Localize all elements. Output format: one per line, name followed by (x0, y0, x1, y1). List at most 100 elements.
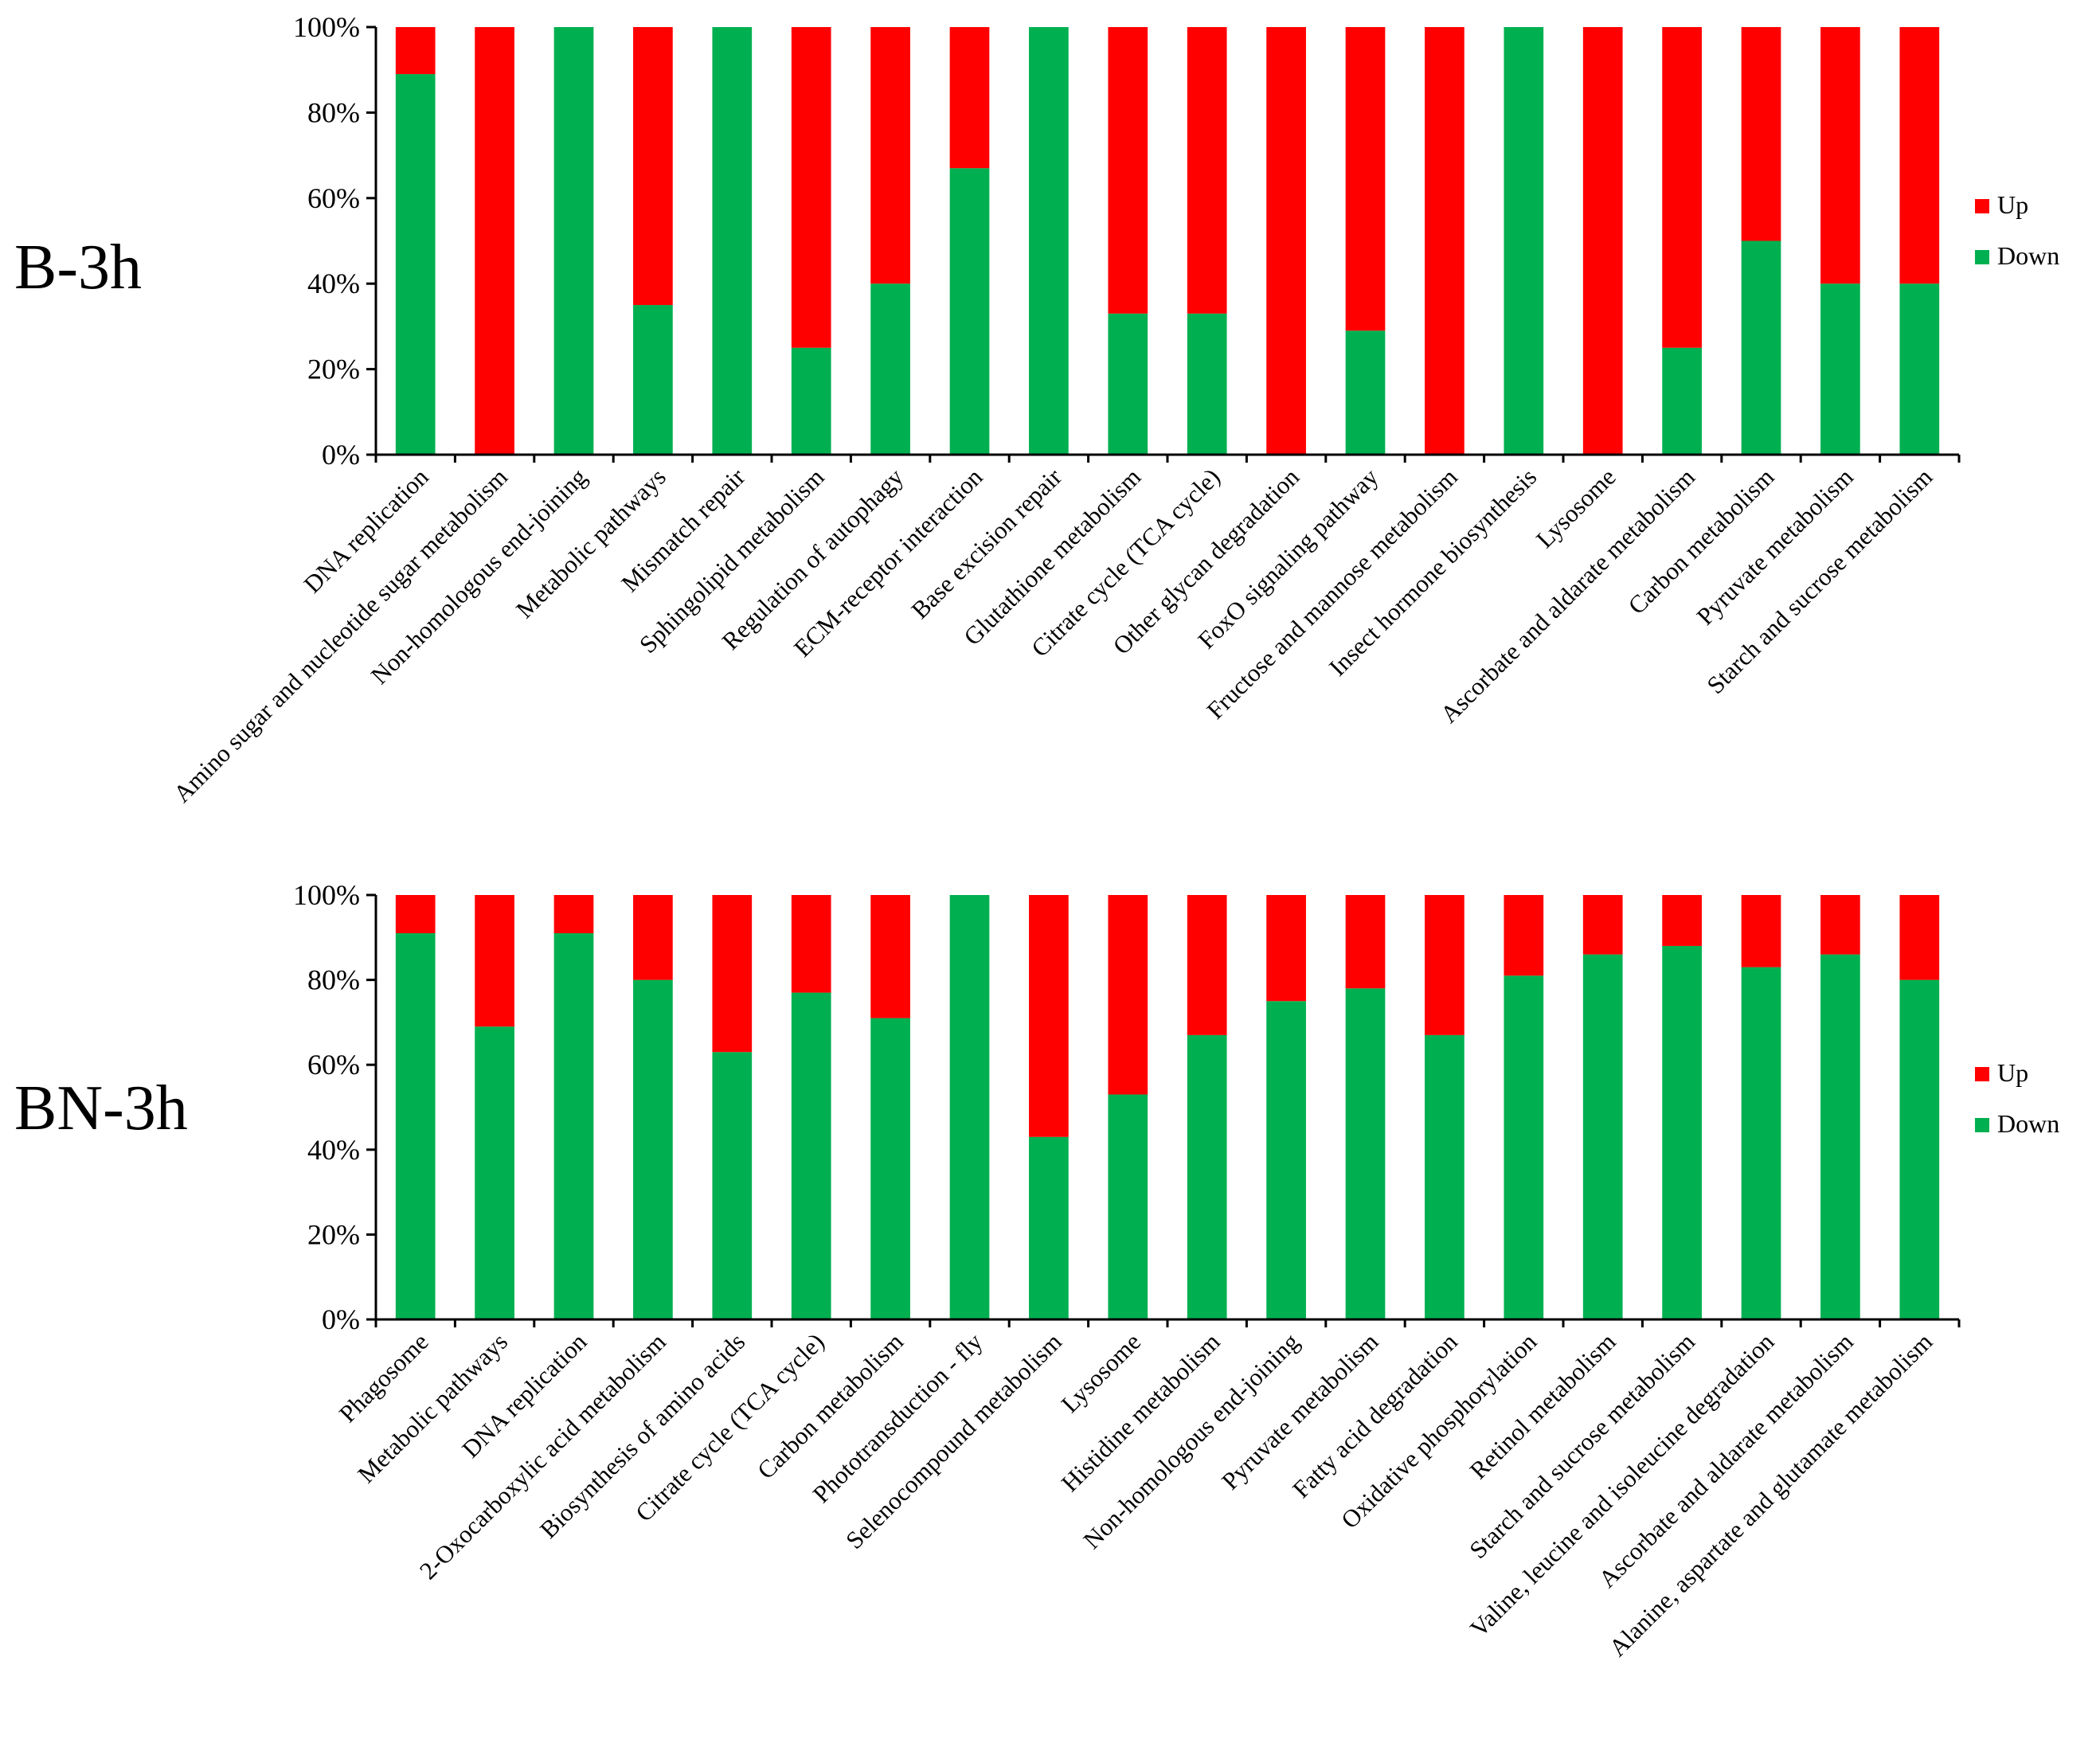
chart-2-title: BN-3h (14, 1073, 188, 1143)
chart-2-y-tick-label-0: 0% (322, 1304, 360, 1335)
chart-2-bar-down-4 (633, 979, 673, 1319)
chart-1-bar-up-10 (1108, 27, 1148, 314)
chart-1-y-tick-label-2: 40% (307, 268, 360, 299)
chart-2-bar-up-7 (870, 895, 910, 1018)
chart-2-y-tick-label-3: 60% (307, 1049, 360, 1081)
chart-1-bar-down-13 (1345, 330, 1386, 455)
chart-2-bar-up-11 (1187, 895, 1227, 1035)
chart-2-bar-up-1 (395, 895, 436, 933)
chart-2-bar-up-17 (1662, 895, 1702, 946)
chart-1-bar-down-10 (1108, 313, 1148, 455)
chart-2-bar-up-20 (1899, 895, 1940, 980)
chart-2-legend-up-swatch (1975, 1067, 1989, 1081)
chart-2-y-tick-label-5: 100% (293, 879, 360, 911)
chart-1-y-tick-label-3: 60% (307, 182, 360, 214)
chart-2-bar-up-13 (1345, 895, 1386, 989)
chart-1-category-label-9: Base excision repair (905, 463, 1067, 624)
chart-1-legend-up-swatch (1975, 199, 1989, 213)
chart-2-legend-down-swatch (1975, 1118, 1989, 1132)
chart-1-legend-up-label: Up (1997, 190, 2028, 219)
chart-2-bar-down-10 (1108, 1094, 1148, 1319)
chart-2-bar-down-11 (1187, 1034, 1227, 1319)
chart-2-bar-down-2 (475, 1026, 514, 1319)
chart-2-y-tick-label-1: 20% (307, 1218, 360, 1250)
chart-1-bar-up-4 (633, 27, 673, 306)
chart-2-bar-down-9 (1029, 1136, 1069, 1319)
chart-2-bar-up-19 (1820, 895, 1860, 955)
chart-2-category-label-7: Carbon metabolism (752, 1327, 909, 1484)
chart-1-bar-down-8 (949, 168, 990, 455)
chart-2-bar-up-15 (1504, 895, 1544, 976)
chart-1-bar-up-19 (1820, 27, 1860, 284)
chart-2-bar-up-6 (791, 895, 831, 993)
chart-1-bar-up-20 (1899, 27, 1940, 284)
chart-2-bar-down-5 (712, 1052, 753, 1319)
chart-1-bar-up-1 (395, 27, 436, 75)
chart-1-bar-down-19 (1820, 283, 1860, 455)
chart-2-bar-up-10 (1108, 895, 1148, 1095)
chart-2-category-label-2: Metabolic pathways (352, 1327, 513, 1488)
chart-1-category-label-4: Metabolic pathways (510, 463, 671, 623)
chart-1-bar-down-15 (1504, 27, 1544, 455)
chart-2-bar-down-19 (1820, 954, 1860, 1319)
chart-1-bar-down-4 (633, 305, 673, 455)
chart-1-bar-down-17 (1662, 347, 1702, 455)
chart-2-legend-down-label: Down (1997, 1109, 2059, 1138)
chart-1-legend-down-swatch (1975, 250, 1989, 264)
chart-2-bar-up-16 (1582, 895, 1623, 955)
chart-2-bar-up-9 (1029, 895, 1069, 1137)
chart-1-y-tick-label-4: 80% (307, 96, 360, 128)
chart-2-category-label-16: Retinol metabolism (1465, 1327, 1621, 1484)
chart-1-bar-up-14 (1425, 27, 1465, 455)
chart-2-bar-down-12 (1266, 1001, 1306, 1319)
chart-1-bar-up-11 (1187, 27, 1227, 314)
chart-2-legend-up-label: Up (1997, 1058, 2028, 1087)
chart-1-bar-down-11 (1187, 313, 1227, 455)
chart-2-bar-up-4 (633, 895, 673, 980)
chart-2-bar-up-2 (475, 895, 514, 1027)
chart-2-bar-down-13 (1345, 988, 1386, 1319)
chart-1-title: B-3h (14, 233, 142, 303)
chart-1-y-tick-label-5: 100% (293, 11, 360, 43)
chart-1-bar-down-7 (870, 283, 910, 455)
chart-2-bar-down-7 (870, 1018, 910, 1319)
chart-1-bar-up-7 (870, 27, 910, 284)
chart-1-category-label-2: Amino sugar and nucleotide sugar metabol… (168, 463, 513, 807)
chart-1-category-label-18: Carbon metabolism (1622, 463, 1779, 620)
chart-2-bar-up-14 (1425, 895, 1465, 1035)
chart-1-bar-down-20 (1899, 283, 1940, 455)
chart-2-y-tick-label-2: 40% (307, 1134, 360, 1166)
chart-1-bar-down-1 (395, 74, 436, 455)
chart-1-bar-up-16 (1582, 27, 1623, 455)
chart-2-bar-down-17 (1662, 945, 1702, 1319)
chart-2-bar-up-3 (553, 895, 594, 933)
chart-1-bar-down-3 (553, 27, 594, 455)
chart-1-bar-up-17 (1662, 27, 1702, 348)
chart-2-bar-up-5 (712, 895, 753, 1053)
chart-2-bar-down-16 (1582, 954, 1623, 1319)
chart-2-bar-down-14 (1425, 1034, 1465, 1319)
chart-1-legend-down-label: Down (1997, 241, 2059, 270)
chart-2-bar-down-6 (791, 992, 831, 1319)
chart-1-bar-up-2 (475, 27, 514, 455)
chart-2-bar-down-8 (949, 895, 990, 1319)
chart-2-bar-down-20 (1899, 979, 1940, 1319)
chart-1-bar-up-13 (1345, 27, 1386, 331)
chart-1-bar-down-9 (1029, 27, 1069, 455)
chart-1-bar-down-5 (712, 27, 753, 455)
chart-2-bar-down-15 (1504, 975, 1544, 1319)
chart-1-bar-up-8 (949, 27, 990, 169)
chart-1-bar-down-6 (791, 347, 831, 455)
chart-1-y-tick-label-0: 0% (322, 439, 360, 471)
chart-1-bar-up-12 (1266, 27, 1306, 455)
chart-1-bar-up-6 (791, 27, 831, 348)
chart-1-bar-up-18 (1741, 27, 1781, 241)
chart-2-bar-down-1 (395, 932, 436, 1319)
chart-2-bar-up-12 (1266, 895, 1306, 1002)
chart-2-bar-down-3 (553, 932, 594, 1319)
chart-2-bar-down-18 (1741, 967, 1781, 1319)
chart-2-bar-up-18 (1741, 895, 1781, 967)
